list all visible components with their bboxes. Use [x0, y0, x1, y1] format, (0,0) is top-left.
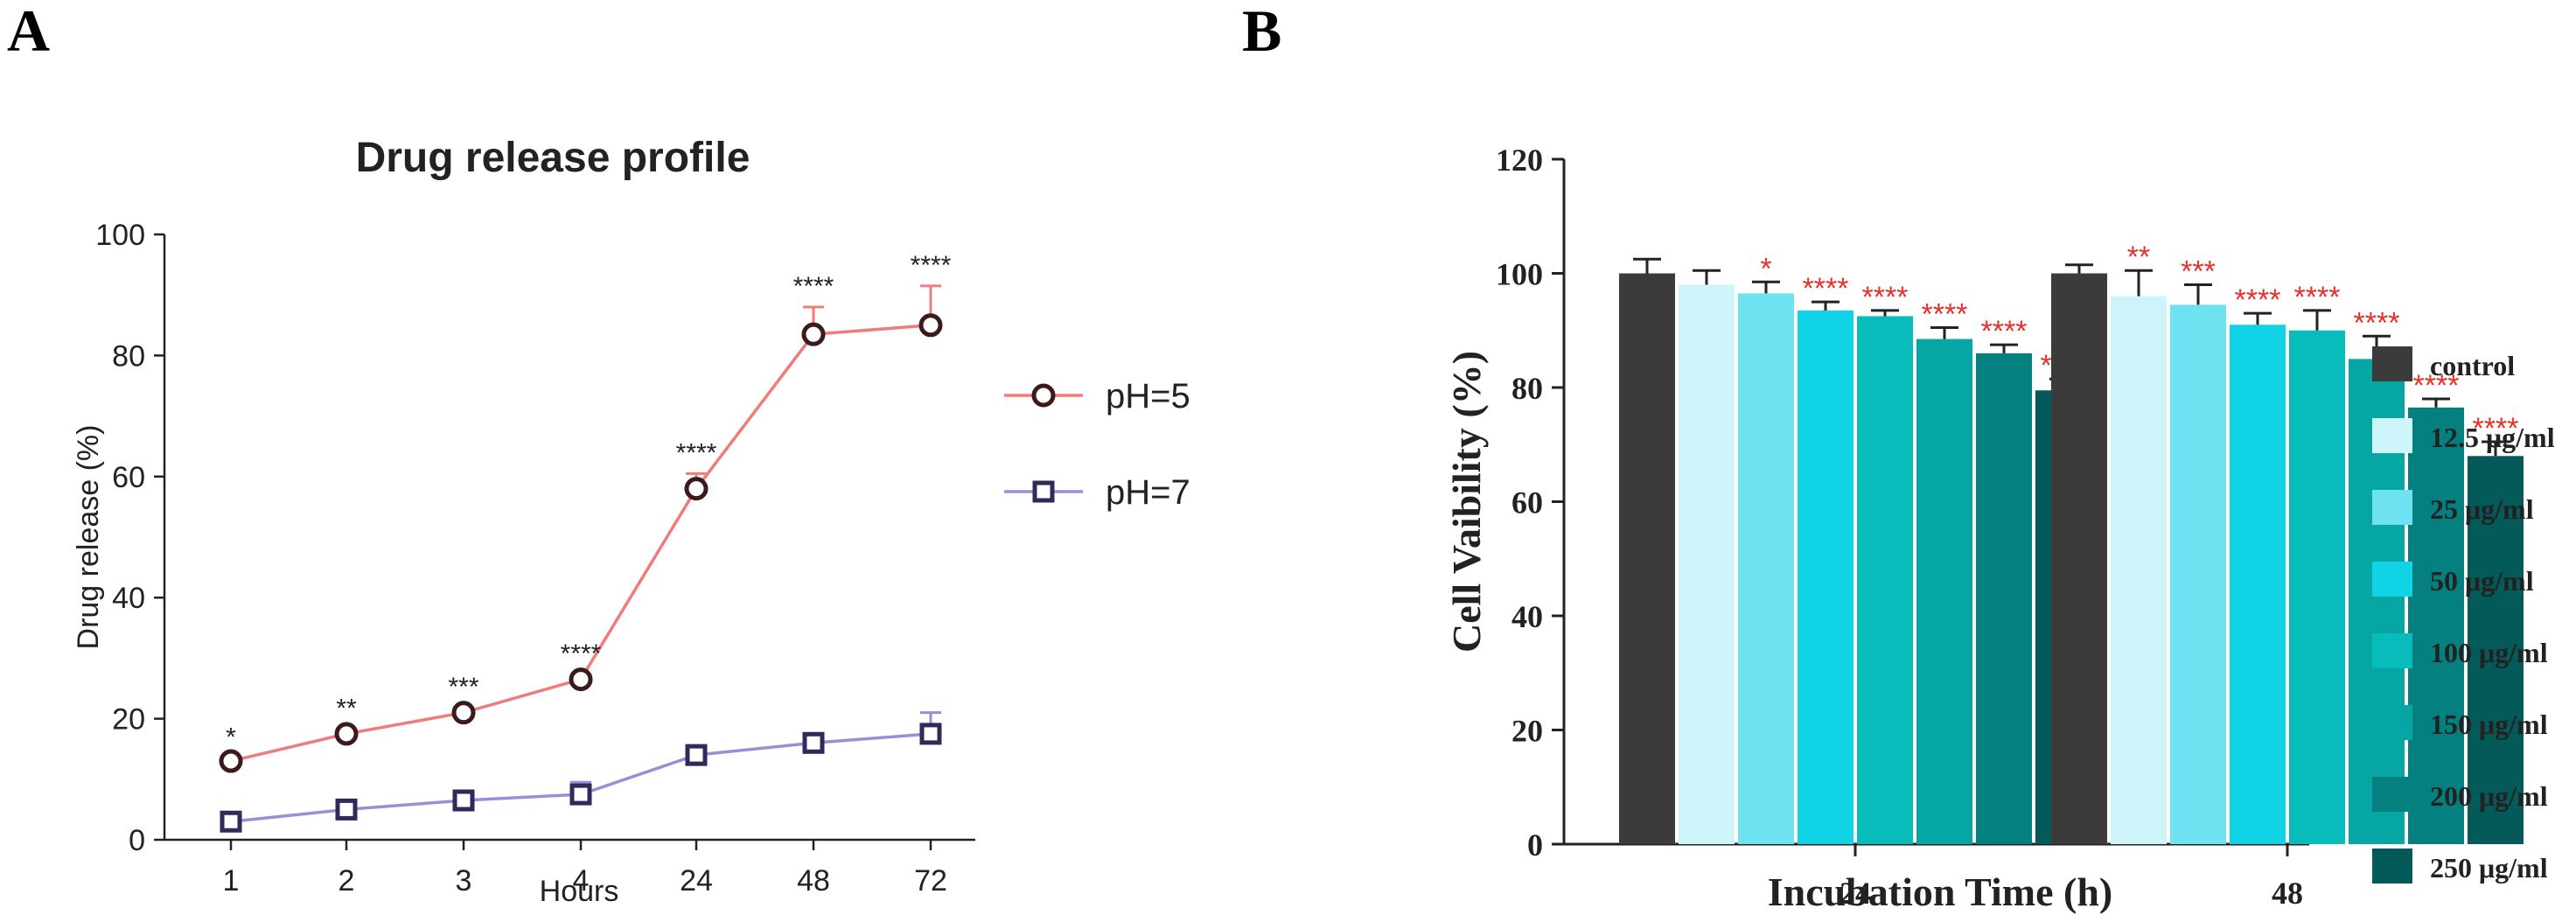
panel-label-a: A	[7, 0, 50, 64]
data-point	[801, 322, 826, 346]
legend-label: 150 μg/ml	[2430, 709, 2548, 740]
legend-swatch	[2372, 777, 2412, 812]
bar	[2111, 296, 2167, 845]
bar	[1738, 293, 1794, 844]
data-point	[335, 798, 358, 821]
y-axis-label: Drug release (%)	[72, 425, 105, 650]
significance-label: ****	[2413, 369, 2460, 402]
legend-marker	[1031, 383, 1056, 408]
significance-label: ****	[911, 251, 952, 280]
significance-label: *	[1760, 252, 1771, 285]
y-tick-label: 80	[1511, 371, 1543, 406]
y-tick-label: 40	[1511, 599, 1543, 634]
chart-title: Drug release profile	[356, 135, 750, 181]
x-axis-label: Hours	[540, 875, 619, 908]
significance-label: **	[336, 694, 357, 723]
significance-label: ****	[561, 639, 602, 668]
significance-label: ***	[448, 673, 478, 702]
bar	[1976, 353, 2032, 845]
legend-label: pH=5	[1106, 377, 1190, 416]
x-tick-label: 2	[339, 864, 355, 898]
legend-label: control	[2430, 350, 2515, 381]
data-point	[334, 722, 359, 746]
y-tick-label: 120	[1496, 143, 1543, 178]
bar	[1798, 310, 1853, 845]
x-tick-label: 3	[456, 864, 472, 898]
chart-drug-release: Drug release profile 0 20 40 60 80 100 1 2 3 4 24 48…	[72, 135, 1190, 908]
significance-label: ****	[1803, 272, 1849, 305]
y-tick-label: 20	[112, 703, 145, 737]
legend-label: pH=7	[1106, 473, 1190, 512]
y-axis-label: Cell Vaibility (%)	[1444, 351, 1489, 653]
bar	[2170, 304, 2226, 844]
significance-label: **	[2127, 241, 2150, 274]
significance-label: *	[226, 723, 236, 752]
y-tick-label: 60	[1511, 485, 1543, 520]
bar	[1679, 284, 1735, 844]
bar	[2289, 330, 2345, 844]
significance-label: ****	[793, 272, 834, 301]
x-tick-label: 48	[797, 864, 830, 898]
data-point	[451, 701, 476, 725]
panel-label-b: B	[1242, 0, 1281, 64]
x-tick-label: 1	[223, 864, 240, 898]
data-point	[219, 749, 243, 773]
legend-swatch	[2372, 705, 2412, 740]
y-tick-label: 0	[129, 824, 145, 857]
data-point	[685, 744, 708, 766]
x-axis-label: Incubation Time (h)	[1768, 870, 2113, 914]
legend-swatch	[2372, 418, 2412, 453]
bar	[1619, 273, 1675, 844]
legend-swatch	[2372, 562, 2412, 597]
x-tick-label: 4	[573, 864, 590, 898]
legend-swatch	[2372, 849, 2412, 884]
bar	[1916, 339, 1972, 845]
legend-label: 200 μg/ml	[2430, 780, 2548, 812]
significance-label: ****	[1981, 315, 2028, 348]
chart-cell-viability: 02040608010012024*********************48…	[1444, 143, 2555, 914]
legend-label: 250 μg/ml	[2430, 852, 2548, 884]
bar	[2468, 456, 2524, 844]
significance-label: ****	[1862, 281, 1909, 314]
legend-marker	[1032, 480, 1055, 503]
significance-label: ****	[2473, 412, 2519, 445]
legend-label: 100 μg/ml	[2430, 637, 2548, 668]
bar	[2051, 273, 2107, 844]
x-tick-label: 24	[1840, 876, 1871, 911]
data-point	[919, 723, 942, 745]
y-tick-label: 20	[1511, 714, 1543, 749]
x-tick-label: 48	[2272, 876, 2303, 911]
bar	[1857, 316, 1913, 844]
bar	[2230, 325, 2286, 845]
bar	[2408, 407, 2464, 844]
significance-label: ****	[2294, 281, 2341, 314]
x-tick-label: 72	[914, 864, 947, 898]
significance-label: ****	[1922, 297, 1968, 331]
legend-swatch	[2372, 346, 2412, 381]
data-point	[452, 789, 475, 812]
significance-label: ****	[676, 438, 717, 467]
x-tick-label: 24	[680, 864, 713, 898]
data-point	[802, 731, 825, 754]
data-point	[220, 810, 242, 833]
data-point	[918, 313, 943, 338]
y-tick-label: 60	[112, 461, 145, 494]
significance-label: ***	[2181, 255, 2216, 289]
y-tick-label: 100	[1496, 257, 1543, 292]
y-tick-label: 100	[95, 219, 145, 252]
data-point	[569, 783, 592, 806]
significance-label: ****	[2235, 283, 2281, 317]
legend-label: 12.5 μg/ml	[2430, 422, 2555, 453]
legend-swatch	[2372, 633, 2412, 668]
y-tick-label: 80	[112, 339, 145, 373]
y-tick-label: 0	[1527, 828, 1543, 863]
data-point	[569, 667, 593, 692]
y-tick-label: 40	[112, 582, 145, 615]
significance-label: ****	[2354, 306, 2400, 339]
legend-label: 25 μg/ml	[2430, 493, 2534, 525]
data-point	[684, 477, 709, 501]
legend-label: 50 μg/ml	[2430, 565, 2534, 597]
legend-swatch	[2372, 490, 2412, 525]
